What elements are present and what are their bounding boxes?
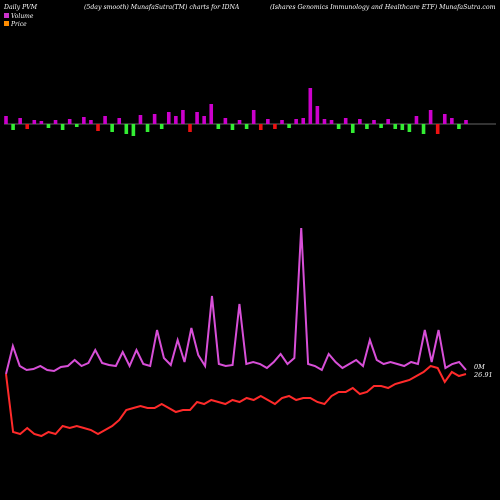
volume-bar [60, 124, 65, 130]
volume-bar [435, 124, 440, 134]
legend-price-label: Price [10, 21, 27, 28]
volume-bar [152, 114, 157, 124]
volume-bar [421, 124, 426, 134]
volume-bar [350, 124, 355, 133]
volume-end-label: 0M [474, 363, 485, 371]
volume-bar [464, 120, 468, 124]
volume-bar [174, 116, 178, 124]
volume-bar [216, 124, 221, 129]
volume-bar [322, 119, 327, 124]
volume-bar [294, 119, 298, 124]
volume-bar [110, 124, 114, 132]
volume-bar [258, 124, 263, 130]
volume-bar [457, 124, 461, 129]
volume-bar [358, 119, 362, 124]
volume-bar [89, 120, 93, 124]
volume-bar [372, 120, 376, 124]
volume-bar [365, 124, 369, 129]
volume-line [5, 227, 467, 375]
volume-bar [202, 116, 206, 124]
volume-bar [96, 124, 100, 131]
volume-bar [124, 124, 129, 134]
volume-bar [237, 120, 242, 124]
price-line [5, 364, 467, 438]
volume-bar [251, 110, 256, 124]
volume-bar [209, 104, 214, 124]
volume-bar [223, 118, 228, 124]
legend-volume-label: Volume [11, 13, 34, 20]
volume-bar [145, 124, 150, 132]
volume-bar [287, 124, 291, 128]
volume-bar [450, 118, 454, 124]
volume-bar [414, 116, 419, 124]
volume-bar [74, 124, 79, 127]
volume-bar [336, 124, 341, 129]
volume-bar [329, 120, 334, 124]
volume-bar [188, 124, 192, 132]
volume-bar [82, 117, 86, 124]
volume-bar [379, 124, 383, 128]
volume-bar [386, 119, 390, 124]
volume-bar [18, 118, 22, 124]
volume-bar [103, 116, 107, 124]
volume-bar [166, 112, 171, 124]
volume-bar [138, 115, 143, 124]
volume-bar [308, 88, 313, 124]
volume-bar [195, 112, 199, 124]
volume-bars [4, 88, 468, 136]
volume-bar [117, 118, 122, 124]
volume-bar [181, 110, 185, 124]
volume-bar [442, 114, 447, 124]
volume-bar [53, 120, 58, 124]
volume-bar [11, 124, 15, 130]
volume-bar [393, 124, 398, 129]
volume-bar [46, 124, 51, 128]
chart-header-right: (Ishares Genomics Immunology and Healthc… [270, 4, 496, 11]
volume-bar [273, 124, 277, 129]
volume-bar [315, 106, 320, 124]
volume-bar [407, 124, 412, 132]
chart-header-left: Daily PVM [3, 4, 38, 11]
volume-bar [244, 124, 249, 129]
volume-bar [230, 124, 235, 130]
volume-bar [428, 110, 433, 124]
volume-bar [266, 119, 270, 124]
volume-bar [343, 118, 348, 124]
volume-bar [25, 124, 30, 129]
volume-bar [39, 121, 44, 124]
volume-bar [301, 118, 306, 124]
legend-volume-swatch [4, 13, 9, 18]
chart-header-center: (5day smooth) MunafaSutra(TM) charts for… [84, 4, 240, 11]
volume-bar [131, 124, 136, 136]
volume-bar [159, 124, 164, 129]
legend-price-swatch [4, 21, 9, 26]
volume-bar [400, 124, 405, 130]
volume-bar [280, 120, 284, 124]
price-end-label: 26.91 [473, 371, 493, 379]
volume-bar [32, 120, 37, 124]
volume-bar [67, 119, 72, 124]
volume-bar [4, 116, 8, 124]
